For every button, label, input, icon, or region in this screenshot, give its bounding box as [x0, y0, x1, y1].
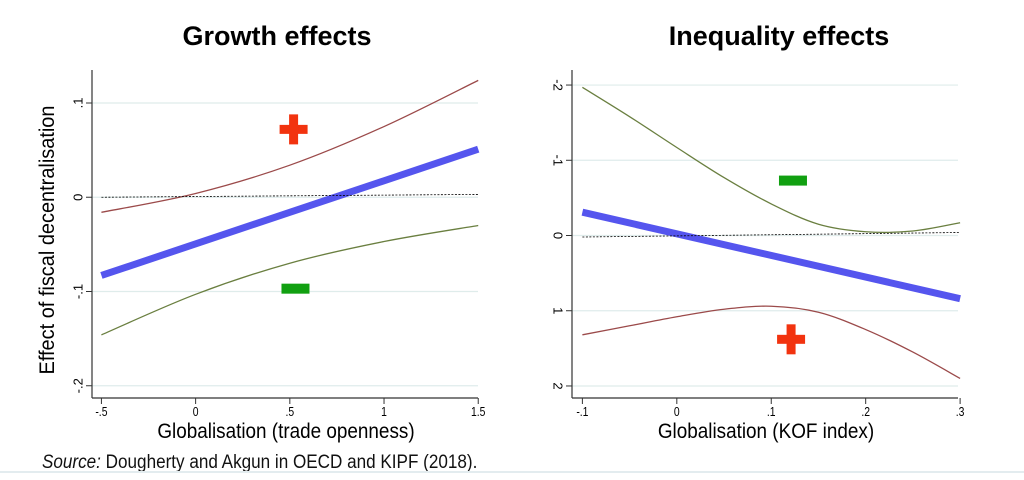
source-text: Dougherty and Akgun in OECD and KIPF (20…: [100, 452, 478, 473]
y-tick-label: 0: [550, 232, 565, 239]
y-tick-label: -2: [550, 79, 565, 91]
series-line-estimate: [581, 208, 961, 303]
x-axis-label-growth: Globalisation (trade openness): [157, 420, 414, 443]
x-tick-label: 1: [381, 405, 387, 419]
y-tick-label: 0: [71, 194, 86, 201]
y-tick-label: -1: [550, 154, 565, 166]
series-line-lower-bound: [101, 224, 479, 336]
x-tick-label: 1.5: [471, 405, 486, 419]
series-line-upper-bound: [101, 79, 479, 213]
plus-sign-vertical: [289, 114, 299, 145]
x-tick-label: -.1: [576, 405, 588, 419]
x-tick-label: .2: [861, 405, 870, 419]
divider: [0, 471, 1024, 473]
x-tick-label: .5: [285, 405, 294, 419]
source-label: Source:: [42, 452, 101, 473]
x-tick-label: 0: [193, 405, 199, 419]
chart-title-growth: Growth effects: [182, 21, 371, 51]
minus-sign: [778, 175, 807, 186]
plus-sign-vertical: [786, 324, 796, 355]
y-axis-label-growth: Effect of fiscal decentralisation: [36, 106, 60, 375]
series-line-lower-bound: [582, 305, 961, 380]
x-tick-label: .1: [767, 405, 776, 419]
y-tick-label: 1: [550, 307, 565, 314]
y-tick-label: -.2: [71, 378, 86, 393]
chart-title-inequality: Inequality effects: [669, 21, 890, 51]
y-tick-label: 2: [550, 382, 565, 389]
minus-sign: [281, 283, 310, 294]
x-tick-label: 0: [674, 405, 680, 419]
x-axis-label-inequality: Globalisation (KOF index): [658, 420, 874, 443]
series-line-estimate: [100, 145, 480, 279]
y-tick-label: .1: [71, 98, 86, 109]
x-tick-label: .3: [956, 405, 965, 419]
series-line-zero-reference: [582, 232, 961, 238]
series-line-upper-bound: [582, 86, 961, 234]
source-note: Source: Dougherty and Akgun in OECD and …: [42, 452, 477, 474]
x-tick-label: -.5: [95, 405, 108, 419]
y-tick-label: -.1: [71, 284, 86, 299]
